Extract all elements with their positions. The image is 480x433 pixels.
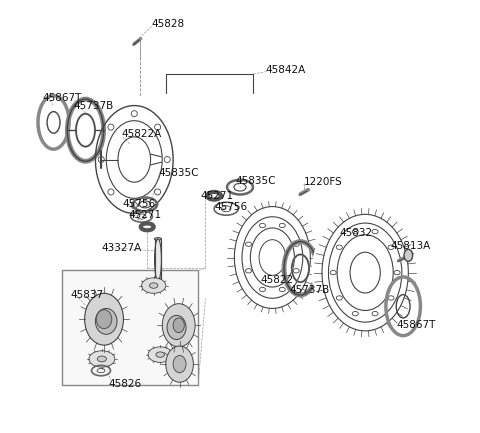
Ellipse shape: [404, 249, 413, 262]
Ellipse shape: [167, 315, 186, 339]
Text: 45822A: 45822A: [121, 129, 162, 139]
Ellipse shape: [156, 352, 164, 357]
Ellipse shape: [96, 308, 117, 334]
Ellipse shape: [96, 310, 112, 329]
Text: 45756: 45756: [122, 199, 156, 209]
Ellipse shape: [142, 278, 166, 293]
Text: 45835C: 45835C: [158, 168, 199, 178]
Ellipse shape: [173, 318, 184, 333]
Text: 1220FS: 1220FS: [304, 177, 343, 187]
Text: 45271: 45271: [200, 191, 233, 201]
Text: 45756: 45756: [214, 202, 247, 212]
Text: 45271: 45271: [129, 210, 162, 220]
Text: 45842A: 45842A: [266, 65, 306, 75]
Ellipse shape: [166, 346, 193, 382]
Text: 45737B: 45737B: [289, 285, 330, 295]
Text: 45813A: 45813A: [390, 241, 431, 251]
Text: 45828: 45828: [152, 19, 185, 29]
Bar: [62, 271, 198, 385]
Text: 45837: 45837: [71, 290, 104, 300]
Ellipse shape: [155, 279, 161, 282]
Ellipse shape: [155, 238, 161, 240]
Text: 45826: 45826: [108, 379, 142, 389]
Ellipse shape: [84, 293, 123, 345]
Text: 45832: 45832: [339, 228, 372, 238]
Ellipse shape: [149, 283, 158, 288]
Ellipse shape: [155, 239, 161, 281]
Ellipse shape: [173, 355, 186, 373]
Text: 45737B: 45737B: [74, 101, 114, 111]
Ellipse shape: [312, 206, 419, 339]
Ellipse shape: [225, 199, 320, 316]
Text: 45822: 45822: [261, 275, 294, 285]
Ellipse shape: [89, 351, 115, 367]
Text: 43327A: 43327A: [101, 242, 141, 252]
Text: 45867T: 45867T: [396, 320, 436, 330]
Text: 45867T: 45867T: [42, 93, 82, 103]
Ellipse shape: [148, 347, 172, 362]
Ellipse shape: [162, 304, 195, 347]
Text: 45835C: 45835C: [236, 176, 276, 186]
Ellipse shape: [97, 356, 107, 362]
